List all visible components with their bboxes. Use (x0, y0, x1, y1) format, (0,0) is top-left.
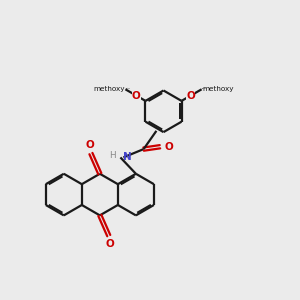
Text: methoxy: methoxy (202, 86, 234, 92)
Text: O: O (186, 91, 195, 100)
Text: methyl: methyl (125, 88, 130, 89)
Text: O: O (132, 91, 141, 100)
Text: N: N (122, 152, 131, 162)
Text: O: O (106, 239, 115, 249)
Text: O: O (164, 142, 173, 152)
Text: methoxy: methoxy (93, 86, 124, 92)
Text: H: H (109, 151, 116, 160)
Text: O: O (85, 140, 94, 150)
Text: methyl: methyl (202, 88, 206, 89)
